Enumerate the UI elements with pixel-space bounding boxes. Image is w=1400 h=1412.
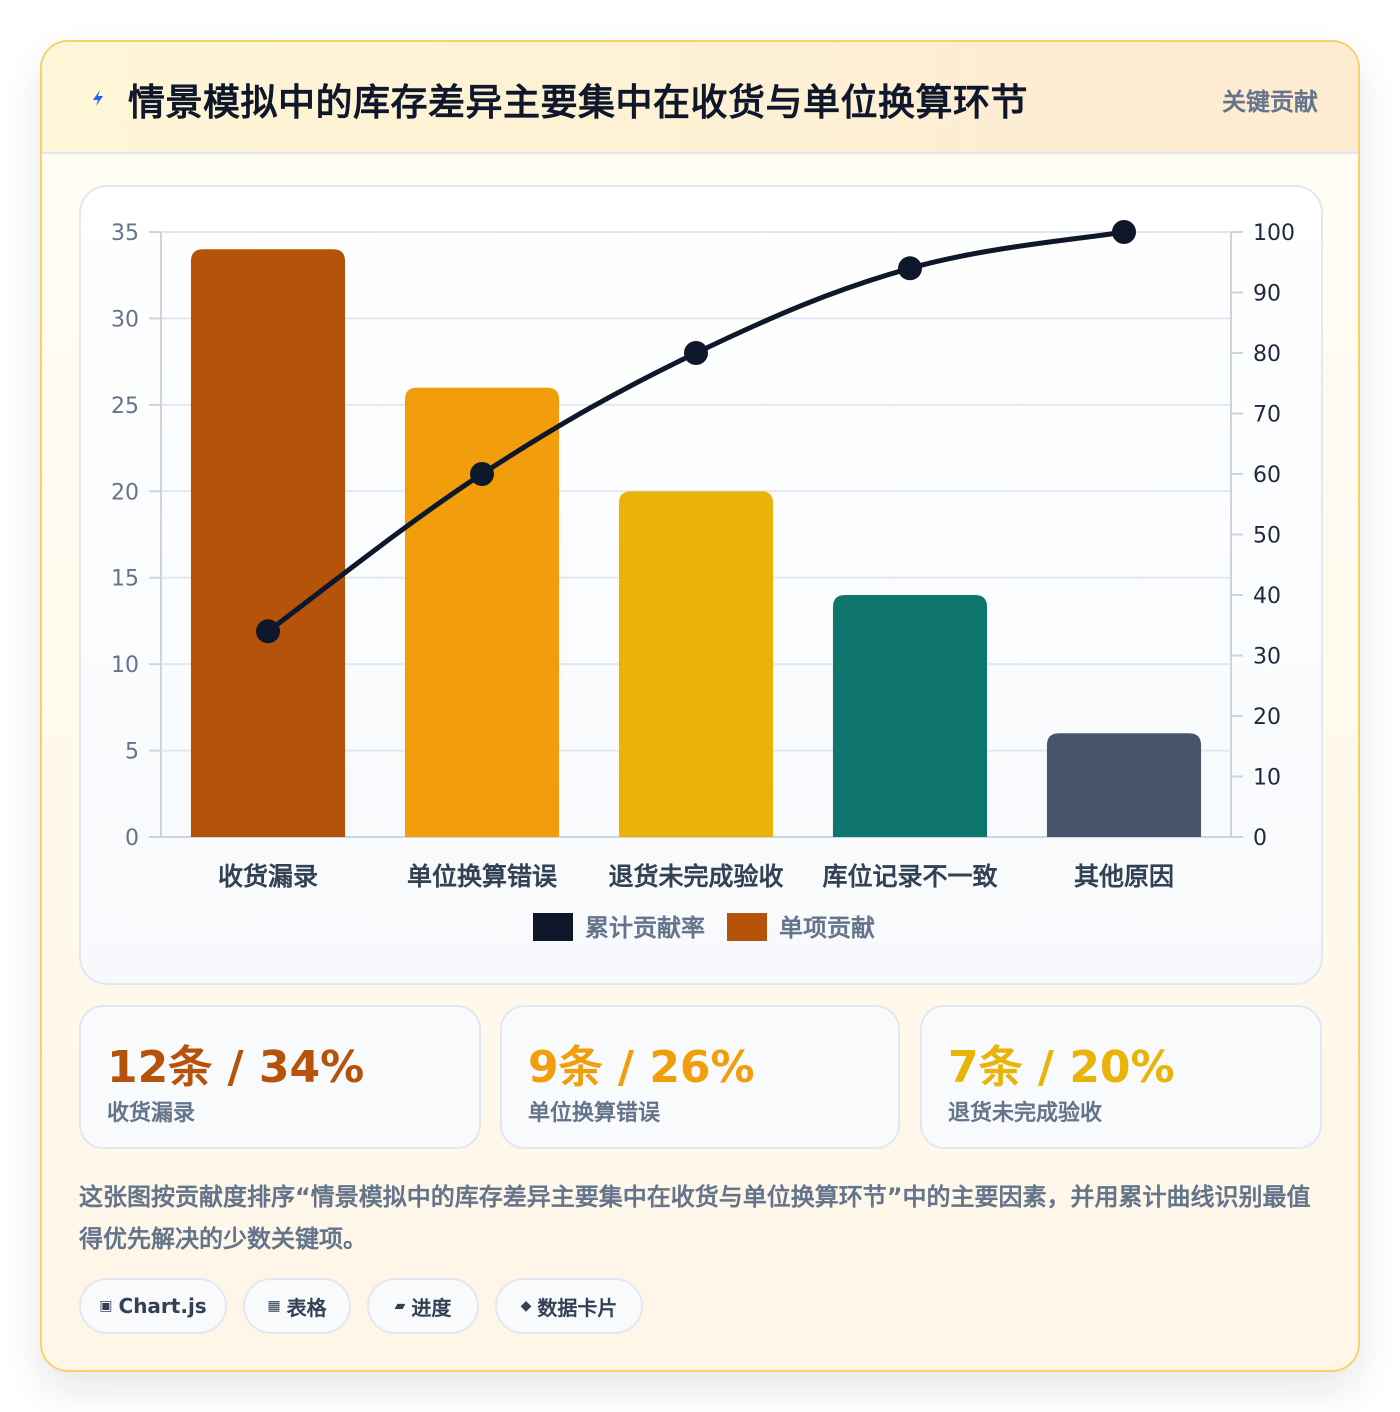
y-right-tick-label: 80 (1253, 342, 1281, 367)
x-tick-label: 单位换算错误 (407, 862, 558, 891)
y-left-tick-label: 0 (125, 826, 139, 851)
stat-card-3: 7条 / 20% 退货未完成验收 (920, 1005, 1322, 1149)
y-right-tick-label: 60 (1253, 463, 1281, 488)
legend-label: 单项贡献 (779, 914, 875, 942)
stat-card-2: 9条 / 26% 单位换算错误 (500, 1005, 900, 1149)
y-right-tick-label: 90 (1253, 282, 1281, 307)
y-left-tick-label: 5 (125, 740, 139, 765)
y-right-tick-label: 70 (1253, 403, 1281, 428)
y-left-tick-label: 15 (111, 567, 139, 592)
cumulative-point (898, 256, 922, 281)
card-header: 情景模拟中的库存差异主要集中在收货与单位换算环节 关键贡献 (42, 42, 1358, 154)
cumulative-point (1112, 220, 1136, 244)
cumulative-point (470, 462, 494, 486)
header-tag: 关键贡献 (1222, 88, 1318, 116)
chip-chartjs[interactable]: ▣ Chart.js (79, 1278, 227, 1334)
chip-label: 表格 (286, 1295, 327, 1320)
x-tick-label: 其他原因 (1074, 862, 1174, 891)
chart-description: 这张图按贡献度排序“情景模拟中的库存差异主要集中在收货与单位换算环节”中的主要因… (79, 1183, 1311, 1253)
stat-value: 9条 / 26% (528, 1042, 755, 1093)
y-right-tick-label: 50 (1253, 524, 1281, 549)
y-left-tick-label: 30 (111, 307, 139, 332)
chip-table[interactable]: ▦ 表格 (243, 1278, 351, 1334)
x-tick-label: 收货漏录 (218, 862, 318, 891)
stat-card-1: 12条 / 34% 收货漏录 (79, 1005, 481, 1149)
bar (404, 387, 560, 837)
x-tick-label: 库位记录不一致 (822, 862, 998, 891)
stat-label: 收货漏录 (107, 1101, 196, 1126)
bar (190, 249, 346, 837)
chip-progress[interactable]: ▰ 进度 (367, 1278, 479, 1334)
legend-swatch (533, 913, 573, 941)
y-right-tick-label: 10 (1253, 766, 1281, 791)
x-tick-label: 退货未完成验收 (608, 862, 783, 891)
chart-icon: ▣ (99, 1298, 113, 1314)
legend-swatch (727, 913, 767, 941)
y-left-tick-label: 20 (111, 480, 139, 505)
y-left-tick-label: 10 (111, 653, 139, 678)
progress-icon: ▰ (394, 1298, 406, 1314)
chart-card: 情景模拟中的库存差异主要集中在收货与单位换算环节 关键贡献 0 5 10 15 20 25… (40, 40, 1360, 1372)
bar (1046, 733, 1202, 837)
y-left-tick-label: 25 (111, 394, 139, 419)
legend-label: 累计贡献率 (585, 914, 705, 942)
bar (618, 491, 774, 837)
chip-label: Chart.js (118, 1294, 207, 1318)
y-left-tick-label: 35 (111, 221, 139, 246)
y-right-tick-label: 40 (1253, 584, 1281, 609)
bar (832, 595, 988, 837)
chart-panel: 0 5 10 15 20 25 30 35 0 10 20 30 40 50 60 70 80 90 100 收货漏录… (79, 185, 1323, 985)
stat-label: 单位换算错误 (528, 1101, 661, 1126)
chip-label: 数据卡片 (537, 1295, 618, 1320)
chip-label: 进度 (411, 1295, 452, 1320)
pareto-chart: 0 5 10 15 20 25 30 35 0 10 20 30 40 50 60 70 80 90 100 收货漏录… (111, 220, 1295, 942)
lightning-icon (93, 90, 103, 106)
table-icon: ▦ (267, 1298, 281, 1314)
chip-data-card[interactable]: ◆ 数据卡片 (495, 1278, 643, 1334)
card-icon: ◆ (520, 1298, 532, 1314)
y-right-tick-label: 20 (1253, 705, 1281, 730)
stat-value: 7条 / 20% (948, 1042, 1175, 1093)
y-right-tick-label: 0 (1253, 826, 1267, 851)
y-right-tick-label: 30 (1253, 645, 1281, 670)
cumulative-point (684, 341, 708, 365)
stat-label: 退货未完成验收 (948, 1101, 1103, 1126)
y-right-tick-label: 100 (1253, 221, 1295, 246)
page-title: 情景模拟中的库存差异主要集中在收货与单位换算环节 (128, 81, 1028, 124)
cumulative-point (256, 619, 280, 644)
stat-value: 12条 / 34% (107, 1042, 365, 1093)
